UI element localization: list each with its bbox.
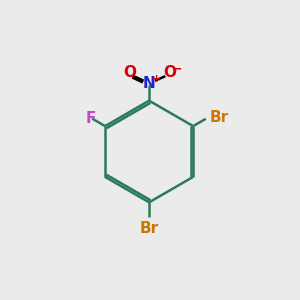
Text: F: F: [86, 110, 96, 125]
Text: N: N: [143, 76, 155, 91]
Text: Br: Br: [209, 110, 228, 125]
Text: Br: Br: [140, 221, 159, 236]
Text: +: +: [152, 74, 161, 84]
Text: −: −: [172, 62, 182, 75]
Text: O: O: [164, 65, 176, 80]
Text: O: O: [123, 65, 136, 80]
